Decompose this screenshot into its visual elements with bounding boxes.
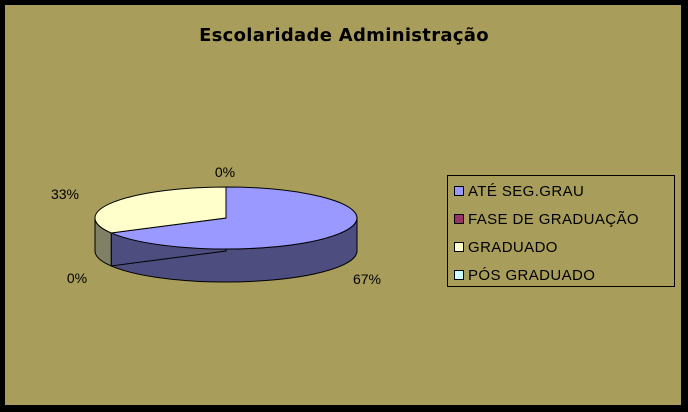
legend-swatch-ate-seg-grau: [454, 186, 464, 196]
chart-title: Escolaridade Administração: [199, 25, 489, 46]
pie-slice-graduado: [94, 186, 227, 234]
legend-label: ATÉ SEG.GRAU: [468, 182, 585, 200]
legend: ATÉ SEG.GRAU FASE DE GRADUAÇÃO GRADUADO …: [447, 175, 675, 287]
data-label-graduado: 33%: [51, 186, 79, 202]
legend-swatch-pos-graduado: [454, 270, 464, 280]
chart-area: Escolaridade Administração 67% 0% 33% 0% AT…: [4, 4, 682, 406]
legend-label: GRADUADO: [468, 238, 558, 256]
data-label-fase-de-graduacao: 0%: [67, 270, 87, 286]
legend-item-fase-de-graduacao: FASE DE GRADUAÇÃO: [454, 210, 639, 228]
legend-label: FASE DE GRADUAÇÃO: [468, 210, 640, 228]
legend-label: PÓS GRADUADO: [468, 266, 596, 284]
pie-slice-ate-seg-grau: [109, 186, 358, 250]
legend-item-graduado: GRADUADO: [454, 238, 558, 256]
legend-item-pos-graduado: PÓS GRADUADO: [454, 266, 595, 284]
legend-item-ate-seg-grau: ATÉ SEG.GRAU: [454, 182, 584, 200]
data-label-ate-seg-grau: 67%: [353, 271, 381, 287]
legend-swatch-fase-de-graduacao: [454, 214, 464, 224]
pie-chart: 67% 0% 33% 0%: [51, 164, 381, 287]
data-label-pos-graduado: 0%: [215, 164, 235, 180]
legend-swatch-graduado: [454, 242, 464, 252]
